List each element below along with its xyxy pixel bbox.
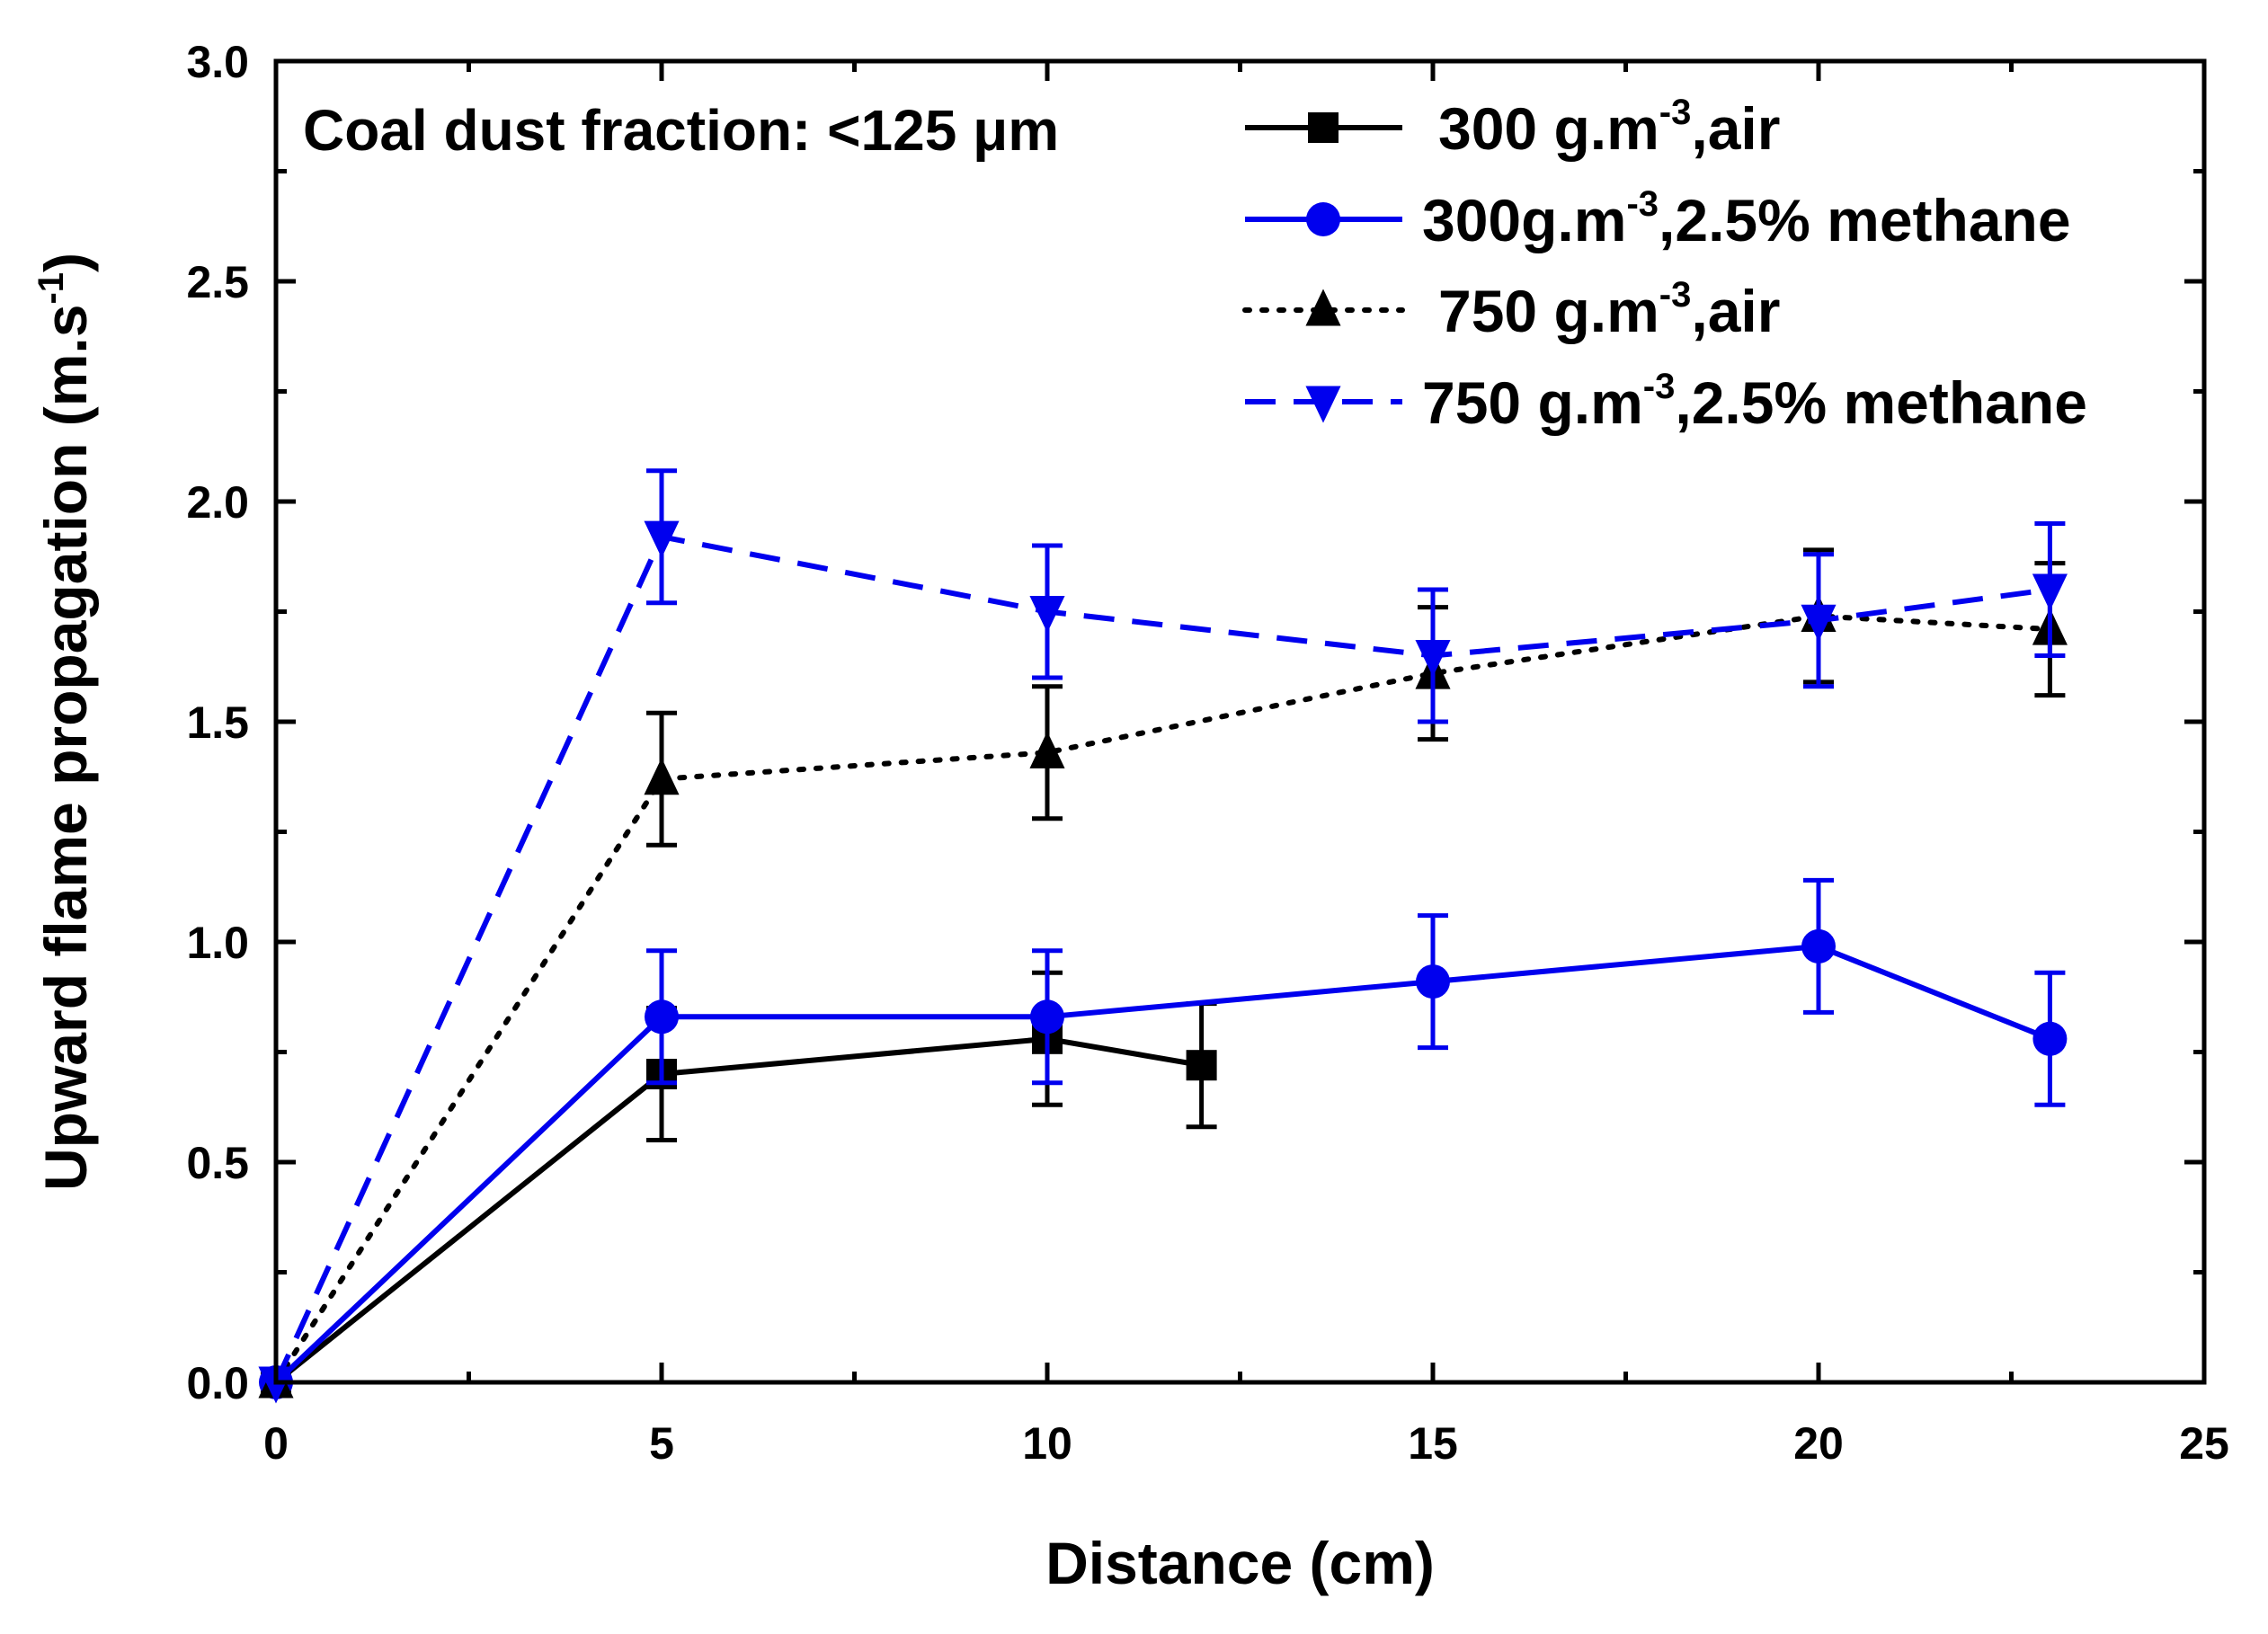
- legend-label-tail: ,air: [1691, 95, 1780, 162]
- legend-label-sup: -3: [1659, 275, 1692, 315]
- y-tick-label: 0.0: [186, 1358, 249, 1408]
- axes: 0 5 10 15 20 25 0.0 0.5 1.0 1.5 2.0 2.5 3.0: [186, 37, 2228, 1469]
- series-4: [258, 468, 2068, 1404]
- x-tick-label: 0: [263, 1418, 289, 1469]
- series-line: [273, 534, 2050, 1384]
- x-tick-label: 10: [1022, 1418, 1072, 1469]
- series-line: [273, 613, 2053, 1385]
- data-point: [644, 758, 680, 795]
- legend-swatch-marker: [1306, 202, 1340, 236]
- y-tick-label: 1.5: [186, 697, 249, 748]
- legend-label-tail: ,air: [1691, 278, 1780, 344]
- data-point: [1801, 604, 1837, 642]
- data-point: [1030, 999, 1064, 1035]
- x-tick-label: 15: [1408, 1418, 1458, 1469]
- legend-label-sup: -3: [1659, 93, 1692, 132]
- legend-label: 750 g.m-3,air: [1438, 275, 1780, 344]
- data-point: [645, 999, 679, 1035]
- data-point: [1029, 731, 1065, 768]
- legend-label: 300g.m-3,2.5% methane: [1422, 184, 2071, 253]
- legend-label: 750 g.m-3,2.5% methane: [1422, 367, 2087, 436]
- legend-swatch-marker: [1308, 112, 1339, 143]
- chart-annotation: Coal dust fraction: <125 μm: [303, 98, 1059, 163]
- data-point: [644, 520, 680, 558]
- data-point: [258, 1366, 294, 1404]
- y-tick-label: 3.0: [186, 37, 249, 87]
- legend-swatch-marker: [1305, 386, 1341, 423]
- data-point: [1801, 928, 1836, 964]
- legend-label-sup: -3: [1626, 184, 1659, 224]
- x-tick-label: 5: [649, 1418, 674, 1469]
- y-tick-label: 2.5: [186, 257, 249, 307]
- legend-entry-1: 300 g.m-3,air: [1245, 93, 1780, 162]
- y-axis-title-sup: -1: [31, 272, 71, 305]
- y-axis-title: Upward flame propagation (m.s-1): [31, 253, 99, 1191]
- series-line: [273, 943, 2051, 1385]
- x-tick-label: 25: [2179, 1418, 2229, 1469]
- legend-entry-3: 750 g.m-3,air: [1242, 275, 1780, 344]
- data-point: [1186, 1050, 1217, 1081]
- data-point: [1416, 964, 1450, 999]
- y-axis-title-end: ): [32, 253, 99, 272]
- legend-label-sup: -3: [1643, 367, 1676, 406]
- legend-entry-2: 300g.m-3,2.5% methane: [1245, 184, 2071, 253]
- y-tick-label: 1.0: [186, 918, 249, 968]
- series-2: [259, 877, 2068, 1399]
- data-point: [1415, 639, 1451, 678]
- y-tick-label: 2.0: [186, 477, 249, 528]
- y-axis-title-main: Upward flame propagation (m.s: [32, 305, 99, 1191]
- data-point: [2032, 573, 2068, 611]
- legend-label-main: 300g.m: [1422, 187, 1626, 253]
- text-layer: Distance (cm) Upward flame propagation (…: [31, 98, 1435, 1596]
- legend-label-tail: ,2.5% methane: [1659, 187, 2071, 253]
- legend-label-tail: ,2.5% methane: [1675, 369, 2087, 436]
- legend-label-main: 300 g.m: [1438, 95, 1659, 162]
- legend-swatch-marker: [1305, 289, 1341, 326]
- legend-entry-4: 750 g.m-3,2.5% methane: [1245, 367, 2087, 436]
- plot-border: [273, 58, 2207, 1385]
- series-line: [274, 1035, 1203, 1385]
- x-tick-label: 20: [1793, 1418, 1844, 1469]
- legend-label-main: 750 g.m: [1422, 369, 1643, 436]
- plot-frame: [273, 58, 2207, 1385]
- series-layer: [258, 468, 2068, 1404]
- legend-label: 300 g.m-3,air: [1438, 93, 1780, 162]
- data-point: [1029, 595, 1065, 634]
- legend-label-main: 750 g.m: [1438, 278, 1659, 344]
- y-tick-label: 0.5: [186, 1138, 249, 1188]
- data-point: [2032, 1021, 2068, 1056]
- x-axis-title: Distance (cm): [1045, 1530, 1435, 1596]
